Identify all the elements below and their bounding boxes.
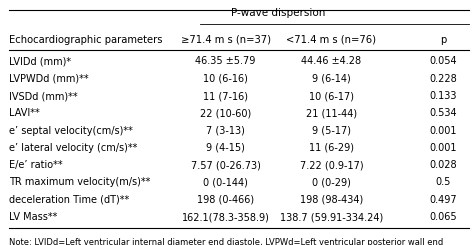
Text: 0.133: 0.133: [429, 91, 457, 101]
Text: 11 (6-29): 11 (6-29): [309, 143, 354, 153]
Text: 0.228: 0.228: [429, 74, 457, 84]
Text: <71.4 m s (n=76): <71.4 m s (n=76): [286, 35, 376, 45]
Text: Echocardiographic parameters: Echocardiographic parameters: [9, 35, 163, 45]
Text: p: p: [440, 35, 446, 45]
Text: 0 (0-29): 0 (0-29): [312, 177, 351, 187]
Text: P-wave dispersion: P-wave dispersion: [231, 8, 326, 18]
Text: 10 (6-17): 10 (6-17): [309, 91, 354, 101]
Text: Note: LVIDd=Left ventricular internal diameter end diastole, LVPWd=Left ventricu: Note: LVIDd=Left ventricular internal di…: [9, 238, 444, 245]
Text: 22 (10-60): 22 (10-60): [200, 108, 251, 118]
Text: IVSDd (mm)**: IVSDd (mm)**: [9, 91, 78, 101]
Text: 198 (0-466): 198 (0-466): [197, 195, 254, 205]
Text: LVPWDd (mm)**: LVPWDd (mm)**: [9, 74, 89, 84]
Text: LV Mass**: LV Mass**: [9, 212, 58, 222]
Text: 0.001: 0.001: [429, 126, 457, 136]
Text: 46.35 ±5.79: 46.35 ±5.79: [195, 56, 256, 66]
Text: 198 (98-434): 198 (98-434): [300, 195, 363, 205]
Text: deceleration Time (dT)**: deceleration Time (dT)**: [9, 195, 130, 205]
Text: 138.7 (59.91-334.24): 138.7 (59.91-334.24): [280, 212, 383, 222]
Text: 9 (6-14): 9 (6-14): [312, 74, 351, 84]
Text: TR maximum velocity(m/s)**: TR maximum velocity(m/s)**: [9, 177, 151, 187]
Text: 0.001: 0.001: [429, 143, 457, 153]
Text: LVIDd (mm)*: LVIDd (mm)*: [9, 56, 72, 66]
Text: 0.497: 0.497: [429, 195, 457, 205]
Text: 9 (5-17): 9 (5-17): [312, 126, 351, 136]
Text: 10 (6-16): 10 (6-16): [203, 74, 248, 84]
Text: 0.5: 0.5: [435, 177, 451, 187]
Text: 9 (4-15): 9 (4-15): [206, 143, 245, 153]
Text: 7 (3-13): 7 (3-13): [206, 126, 245, 136]
Text: LAVI**: LAVI**: [9, 108, 40, 118]
Text: 0.054: 0.054: [429, 56, 457, 66]
Text: 0.534: 0.534: [429, 108, 457, 118]
Text: 11 (7-16): 11 (7-16): [203, 91, 248, 101]
Text: e’ septal velocity(cm/s)**: e’ septal velocity(cm/s)**: [9, 126, 133, 136]
Text: 7.57 (0-26.73): 7.57 (0-26.73): [191, 160, 261, 170]
Text: 0 (0-144): 0 (0-144): [203, 177, 248, 187]
Text: e’ lateral velocity (cm/s)**: e’ lateral velocity (cm/s)**: [9, 143, 138, 153]
Text: 21 (11-44): 21 (11-44): [306, 108, 357, 118]
Text: 44.46 ±4.28: 44.46 ±4.28: [301, 56, 361, 66]
Text: E/e’ ratio**: E/e’ ratio**: [9, 160, 63, 170]
Text: 162.1(78.3-358.9): 162.1(78.3-358.9): [182, 212, 270, 222]
Text: 0.065: 0.065: [429, 212, 457, 222]
Text: 0.028: 0.028: [429, 160, 457, 170]
Text: 7.22 (0.9-17): 7.22 (0.9-17): [300, 160, 363, 170]
Text: ≥71.4 m s (n=37): ≥71.4 m s (n=37): [181, 35, 271, 45]
